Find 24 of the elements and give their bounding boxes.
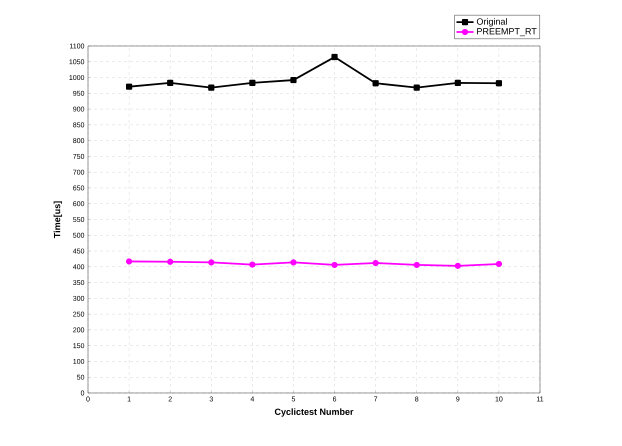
point [249, 80, 256, 86]
point [290, 76, 297, 84]
point [249, 262, 256, 268]
y-axis-title: Time[us] [54, 201, 62, 238]
point [208, 84, 214, 91]
point [331, 54, 338, 60]
point [126, 84, 132, 90]
point [372, 80, 379, 86]
point [167, 258, 174, 265]
point [167, 80, 174, 86]
point [372, 260, 379, 266]
point [496, 80, 502, 86]
point [496, 260, 502, 268]
point [208, 259, 214, 266]
x-axis-title: Cyclictest Number [274, 408, 354, 417]
point [414, 262, 420, 268]
point [414, 84, 420, 91]
legend-label: PREEMPT_RT [477, 28, 537, 36]
point [331, 262, 338, 268]
legend-label: Original [476, 18, 507, 27]
point [454, 80, 461, 86]
point [126, 258, 132, 265]
point [454, 262, 461, 269]
point [290, 259, 297, 266]
